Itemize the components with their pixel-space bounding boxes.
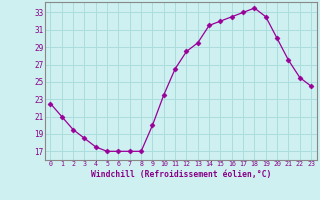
X-axis label: Windchill (Refroidissement éolien,°C): Windchill (Refroidissement éolien,°C) [91, 170, 271, 179]
